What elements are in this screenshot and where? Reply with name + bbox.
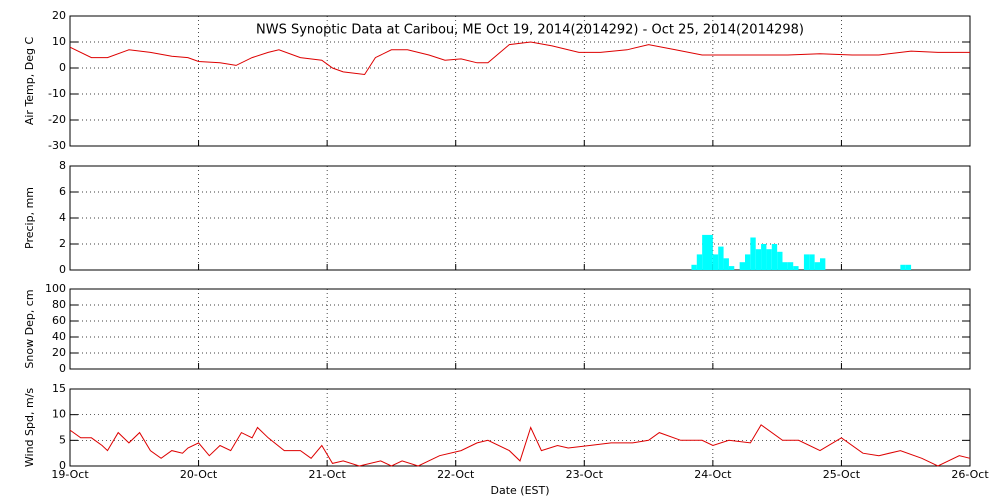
x-tick-label: 25-Oct bbox=[823, 468, 861, 481]
bar bbox=[739, 262, 745, 270]
bar bbox=[761, 244, 767, 270]
y-tick-label: 0 bbox=[59, 362, 66, 375]
data-line bbox=[69, 424, 971, 467]
y-axis-label: Precip, mm bbox=[23, 187, 36, 249]
bar bbox=[905, 264, 912, 270]
bar bbox=[745, 254, 751, 270]
chart-title: NWS Synoptic Data at Caribou, ME Oct 19,… bbox=[256, 23, 804, 38]
bar bbox=[809, 254, 815, 270]
y-tick-label: 100 bbox=[45, 282, 66, 295]
plot-frame bbox=[69, 388, 971, 467]
bar bbox=[712, 254, 719, 270]
bar bbox=[718, 246, 724, 270]
x-tick-label: 21-Oct bbox=[308, 468, 346, 481]
x-tick-label: 19-Oct bbox=[51, 468, 89, 481]
bar bbox=[782, 262, 788, 270]
bar bbox=[750, 237, 756, 270]
data-line bbox=[69, 41, 970, 76]
x-axis-label: Date (EST) bbox=[490, 484, 549, 497]
y-tick-label: 4 bbox=[59, 211, 66, 224]
y-axis-label: Air Temp, Deg C bbox=[23, 37, 36, 126]
plot-frame bbox=[69, 288, 971, 370]
bar bbox=[696, 254, 703, 270]
bar bbox=[728, 266, 735, 270]
bar bbox=[702, 234, 708, 270]
y-tick-label: 5 bbox=[59, 433, 66, 446]
y-tick-label: 20 bbox=[52, 9, 66, 22]
y-tick-label: 40 bbox=[52, 330, 66, 343]
y-tick-label: -10 bbox=[48, 87, 66, 100]
bar bbox=[793, 266, 799, 270]
bar bbox=[766, 249, 772, 270]
y-tick-label: 60 bbox=[52, 314, 66, 327]
bar bbox=[777, 251, 783, 270]
bar bbox=[820, 258, 826, 270]
y-tick-label: 80 bbox=[52, 298, 66, 311]
y-axis-label: Snow Dep, cm bbox=[23, 289, 36, 368]
y-tick-label: -30 bbox=[48, 139, 66, 152]
y-tick-label: 8 bbox=[59, 159, 66, 172]
bar bbox=[723, 258, 729, 270]
bar bbox=[787, 262, 794, 270]
y-tick-label: 0 bbox=[59, 61, 66, 74]
y-tick-label: 20 bbox=[52, 346, 66, 359]
x-tick-label: 22-Oct bbox=[437, 468, 475, 481]
bar bbox=[771, 244, 778, 270]
x-tick-label: 26-Oct bbox=[951, 468, 989, 481]
y-tick-label: -20 bbox=[48, 113, 66, 126]
y-tick-label: 0 bbox=[59, 459, 66, 472]
bar bbox=[691, 264, 697, 270]
y-tick-label: 10 bbox=[52, 408, 66, 421]
y-tick-label: 6 bbox=[59, 185, 66, 198]
x-tick-label: 23-Oct bbox=[566, 468, 604, 481]
bar bbox=[707, 234, 713, 270]
y-tick-label: 0 bbox=[59, 263, 66, 276]
bar bbox=[900, 264, 906, 270]
y-tick-label: 2 bbox=[59, 237, 66, 250]
y-axis-label: Wind Spd, m/s bbox=[23, 388, 36, 468]
bar bbox=[814, 262, 820, 270]
x-tick-label: 20-Oct bbox=[180, 468, 218, 481]
bar bbox=[803, 254, 810, 270]
y-tick-label: 15 bbox=[52, 382, 66, 395]
x-tick-label: 24-Oct bbox=[694, 468, 732, 481]
bar bbox=[755, 249, 762, 270]
y-tick-label: 10 bbox=[52, 35, 66, 48]
